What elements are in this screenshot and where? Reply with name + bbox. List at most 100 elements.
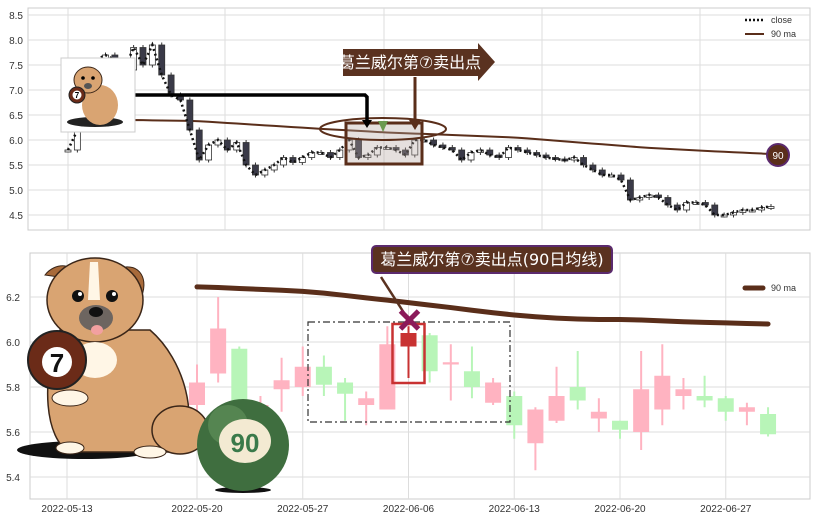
- top-ytick-label: 5.0: [9, 186, 23, 197]
- bottom-candle: [463, 371, 480, 387]
- bottom-xtick-label: 2022-05-27: [277, 504, 329, 515]
- top-ytick-label: 6.0: [9, 136, 23, 147]
- bottom-xtick-label: 2022-05-13: [41, 504, 93, 515]
- legend-ma-label: 90 ma: [771, 29, 796, 39]
- bottom-ytick-label: 5.4: [6, 473, 20, 484]
- top-candle: [542, 154, 550, 158]
- bottom-xtick-label: 2022-06-20: [594, 504, 646, 515]
- top-candle: [205, 144, 213, 161]
- bottom-ytick-label: 6.0: [6, 338, 20, 349]
- top-panel: 4.5 5.0 5.5 6.0 6.5 7.0 7.5 8.0 8.5 葛兰威尔第⑦卖出点 90…: [9, 7, 811, 231]
- bottom-candle: [273, 380, 290, 390]
- bottom-candle: [315, 366, 332, 385]
- top-ma90-line: [67, 119, 772, 155]
- bottom-ma90-line: [194, 284, 771, 327]
- bottom-xtick-label: 2022-06-27: [700, 504, 752, 515]
- bottom-ytick-label: 6.2: [6, 293, 20, 304]
- top-candle: [373, 147, 381, 156]
- top-candle: [411, 139, 419, 156]
- svg-text:90: 90: [231, 428, 260, 458]
- bottom-candle: [654, 375, 671, 410]
- top-legend: close 90 ma: [745, 15, 796, 39]
- top-candle: [73, 129, 81, 151]
- top-candle: [589, 164, 597, 171]
- top-annotation-label: 葛兰威尔第⑦卖出点: [339, 53, 481, 72]
- bottom-candle: [717, 398, 734, 412]
- top-candle: [711, 204, 719, 216]
- top-candle: [486, 149, 494, 156]
- bottom-legend: 90 ma: [742, 283, 796, 293]
- bottom-ytick-label: 5.6: [6, 428, 20, 439]
- top-candle: [664, 197, 672, 206]
- sell-signal-x-marker: [398, 309, 421, 331]
- top-ytick-label: 8.5: [9, 11, 23, 22]
- top-candle: [533, 152, 541, 156]
- top-ytick-label: 6.5: [9, 111, 23, 122]
- top-ytick-label: 5.5: [9, 161, 23, 172]
- svg-text:7: 7: [75, 91, 80, 100]
- bottom-xtick-label: 2022-05-20: [171, 504, 223, 515]
- top-ytick-label: 8.0: [9, 36, 23, 47]
- top-candle: [252, 164, 259, 176]
- top-candle: [458, 149, 466, 161]
- bottom-candle: [337, 382, 354, 394]
- bottom-candle: [400, 333, 417, 347]
- bottom-candle: [189, 382, 205, 405]
- bottom-candle: [485, 382, 502, 403]
- top-candle: [467, 152, 475, 161]
- top-candle: [336, 149, 344, 158]
- bottom-candle: [633, 389, 650, 432]
- top-signal-triangle-marker: [378, 121, 388, 132]
- top-candle: [505, 147, 512, 158]
- bottom-candle: [738, 407, 755, 412]
- bottom-candle: [675, 389, 692, 396]
- top-candle: [139, 47, 147, 66]
- ma90-end-badge: [766, 143, 790, 167]
- bottom-candle: [760, 414, 777, 435]
- bottom-panel: 5.4 5.6 5.8 6.0 6.2 2022-05-13 2022-05-20 2022…: [6, 245, 811, 515]
- top-candle: [64, 149, 72, 153]
- bottom-annotation-pointer: [379, 276, 408, 317]
- bottom-candle: [548, 396, 565, 421]
- legend-close-label: close: [771, 15, 792, 25]
- bottom-candle: [527, 409, 544, 444]
- bottom-ytick-label: 5.8: [6, 383, 20, 394]
- ball-90-icon: 90: [197, 399, 289, 493]
- bottom-xtick-label: 2022-06-13: [489, 504, 541, 515]
- bottom-candle: [358, 398, 375, 405]
- ma90-end-badge-label: 90: [772, 151, 784, 162]
- bottom-candle: [612, 420, 628, 430]
- connector-arrowhead-icon: [362, 120, 372, 128]
- bottom-candle: [696, 396, 713, 401]
- top-candle: [195, 129, 203, 161]
- bottom-candle: [590, 411, 607, 419]
- top-annotation-label-bg: [343, 43, 495, 81]
- bottom-xtick-label: 2022-06-06: [383, 504, 435, 515]
- top-signal-box: [344, 121, 424, 166]
- top-close-line: [66, 41, 772, 217]
- top-ytick-label: 4.5: [9, 211, 23, 222]
- top-connector-line: [135, 93, 369, 125]
- top-signal-ellipse: [319, 117, 447, 141]
- bottom-candle: [569, 387, 586, 401]
- dog-thumbnail: 7: [60, 57, 136, 133]
- bottom-candle: [294, 366, 311, 387]
- top-ytick-label: 7.5: [9, 61, 23, 72]
- arrowhead-icon: [409, 120, 421, 130]
- top-candle: [720, 214, 728, 218]
- top-candle: [158, 44, 166, 76]
- dog-illustration: 7: [17, 257, 209, 459]
- top-ytick-label: 7.0: [9, 86, 23, 97]
- bottom-annotation-label: 葛兰威尔第⑦卖出点(90日均线): [380, 250, 603, 269]
- legend-ma-label: 90 ma: [771, 283, 796, 293]
- top-candle: [627, 179, 634, 201]
- svg-text:7: 7: [50, 348, 64, 378]
- bottom-candle: [210, 328, 227, 374]
- top-candle: [223, 139, 231, 151]
- top-candle: [523, 149, 531, 153]
- bottom-annotation-label-bg: [371, 245, 613, 274]
- top-candle: [280, 157, 287, 166]
- bottom-candle: [506, 396, 523, 426]
- top-candle: [242, 142, 250, 166]
